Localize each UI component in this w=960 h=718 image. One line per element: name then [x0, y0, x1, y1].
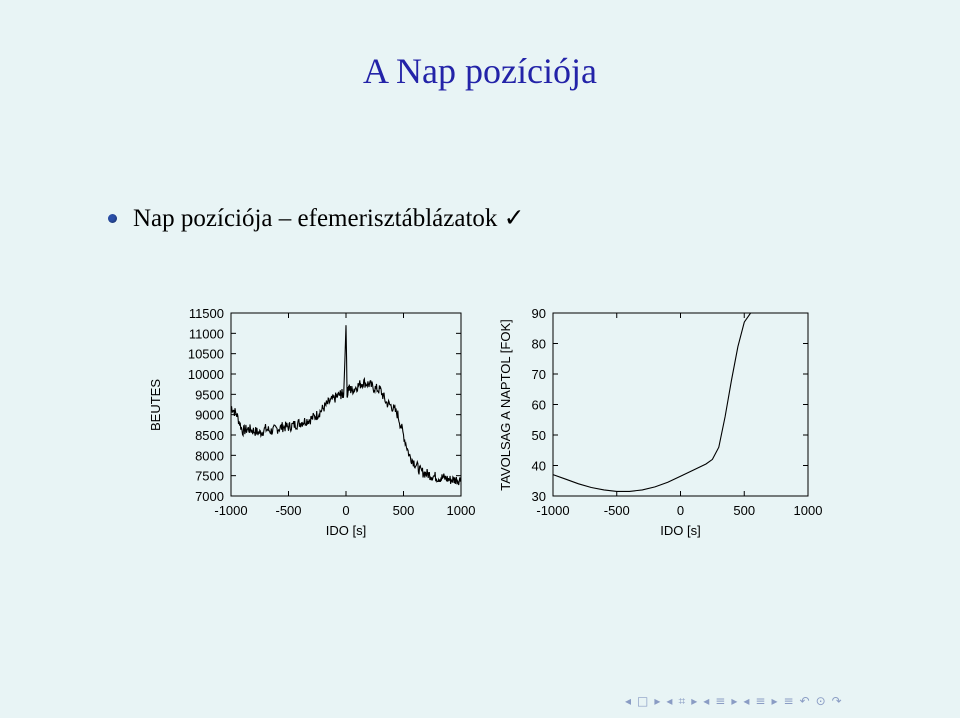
chart-0-ytick-label: 7500 — [195, 469, 224, 484]
chart-1-ytick-label: 70 — [532, 367, 546, 382]
chart-0-ytick-label: 10000 — [188, 367, 224, 382]
chart-0-ytick-label: 9000 — [195, 408, 224, 423]
nav-icon[interactable]: ◂ — [666, 694, 673, 708]
chart-0-xtick-label: 0 — [342, 503, 349, 518]
nav-icon[interactable]: ▸ — [654, 694, 661, 708]
nav-icon[interactable]: ◂ — [703, 694, 710, 708]
chart-1-xtick-label: 0 — [677, 503, 684, 518]
nav-icon[interactable]: ⊙ — [815, 694, 826, 708]
chart-1-ylabel: TAVOLSAG A NAPTOL [FOK] — [498, 319, 513, 490]
nav-icon[interactable]: ▸ — [691, 694, 698, 708]
chart-1-xtick-label: -500 — [604, 503, 630, 518]
nav-icon[interactable]: □ — [637, 694, 649, 708]
chart-1-ytick-label: 40 — [532, 459, 546, 474]
chart-1-ytick-label: 90 — [532, 306, 546, 321]
chart-1-xtick-label: 500 — [733, 503, 755, 518]
chart-1-series-line — [552, 312, 808, 492]
chart-1-ytick-label: 60 — [532, 398, 546, 413]
slide-title: A Nap pozíciója — [363, 51, 597, 91]
chart-0-xtick-label: 500 — [393, 503, 415, 518]
nav-icon[interactable]: ↷ — [831, 694, 842, 708]
nav-icon[interactable]: ↶ — [799, 694, 810, 708]
chart-0-xtick-label: -500 — [275, 503, 301, 518]
nav-icon[interactable]: ⌗ — [678, 694, 686, 708]
nav-icon[interactable]: ≡ — [715, 694, 726, 708]
chart-1-xtick-label: 1000 — [794, 503, 823, 518]
nav-icon[interactable]: ◂ — [625, 694, 632, 708]
chart-0-xlabel: IDO [s] — [326, 523, 366, 538]
bullet-text: Nap pozíciója – efemerisztáblázatok ✓ — [133, 205, 525, 232]
chart-1-ytick-label: 50 — [532, 428, 546, 443]
nav-icon[interactable]: ▸ — [731, 694, 738, 708]
chart-0-ytick-label: 10500 — [188, 347, 224, 362]
nav-icon[interactable]: ◂ — [743, 694, 750, 708]
chart-0-ytick-label: 8500 — [195, 428, 224, 443]
chart-0-xtick-label: -1000 — [214, 503, 247, 518]
beamer-navigation: ◂ □ ▸ ◂ ⌗ ▸ ◂ ≡ ▸ ◂ ≡ ▸ ≡ ↶ ⊙ ↷ — [625, 694, 842, 709]
chart-0-ylabel: BEUTES — [148, 379, 163, 431]
nav-icon[interactable]: ≡ — [755, 694, 766, 708]
chart-1-xlabel: IDO [s] — [660, 523, 700, 538]
nav-icon[interactable]: ▸ — [771, 694, 778, 708]
bullet-dot-icon — [108, 213, 117, 223]
chart-0-xtick-label: 1000 — [447, 503, 476, 518]
chart-0-ytick-label: 11000 — [189, 326, 224, 341]
nav-icon[interactable]: ≡ — [783, 694, 794, 708]
chart-1-ytick-label: 80 — [532, 337, 546, 352]
chart-0-ytick-label: 8000 — [195, 448, 224, 463]
chart-1-ytick-label: 30 — [532, 489, 546, 504]
chart-0-ytick-label: 9500 — [195, 387, 224, 402]
chart-1-xtick-label: -1000 — [536, 503, 569, 518]
chart-0-series-line — [230, 325, 462, 486]
chart-1-frame — [552, 312, 809, 497]
chart-0-ytick-label: 11500 — [189, 306, 224, 321]
bullet-item: Nap pozíciója – efemerisztáblázatok ✓ — [108, 203, 525, 233]
chart-0-ytick-label: 7000 — [195, 489, 224, 504]
